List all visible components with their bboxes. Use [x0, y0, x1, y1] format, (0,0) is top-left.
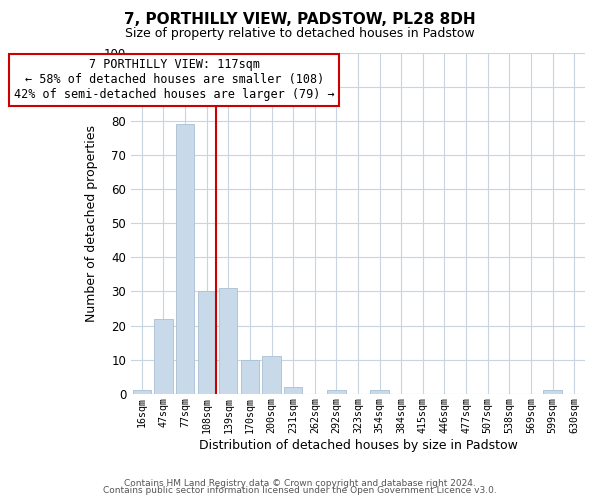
Bar	[154, 318, 173, 394]
Text: Contains public sector information licensed under the Open Government Licence v3: Contains public sector information licen…	[103, 486, 497, 495]
X-axis label: Distribution of detached houses by size in Padstow: Distribution of detached houses by size …	[199, 440, 517, 452]
Bar	[219, 288, 238, 394]
Bar	[197, 292, 216, 394]
Bar	[262, 356, 281, 394]
Text: 7, PORTHILLY VIEW, PADSTOW, PL28 8DH: 7, PORTHILLY VIEW, PADSTOW, PL28 8DH	[124, 12, 476, 28]
Y-axis label: Number of detached properties: Number of detached properties	[85, 124, 98, 322]
Text: Size of property relative to detached houses in Padstow: Size of property relative to detached ho…	[125, 28, 475, 40]
Bar	[133, 390, 151, 394]
Bar	[176, 124, 194, 394]
Bar	[284, 387, 302, 394]
Bar	[241, 360, 259, 394]
Text: 7 PORTHILLY VIEW: 117sqm
← 58% of detached houses are smaller (108)
42% of semi-: 7 PORTHILLY VIEW: 117sqm ← 58% of detach…	[14, 58, 335, 102]
Bar	[370, 390, 389, 394]
Bar	[544, 390, 562, 394]
Text: Contains HM Land Registry data © Crown copyright and database right 2024.: Contains HM Land Registry data © Crown c…	[124, 478, 476, 488]
Bar	[327, 390, 346, 394]
